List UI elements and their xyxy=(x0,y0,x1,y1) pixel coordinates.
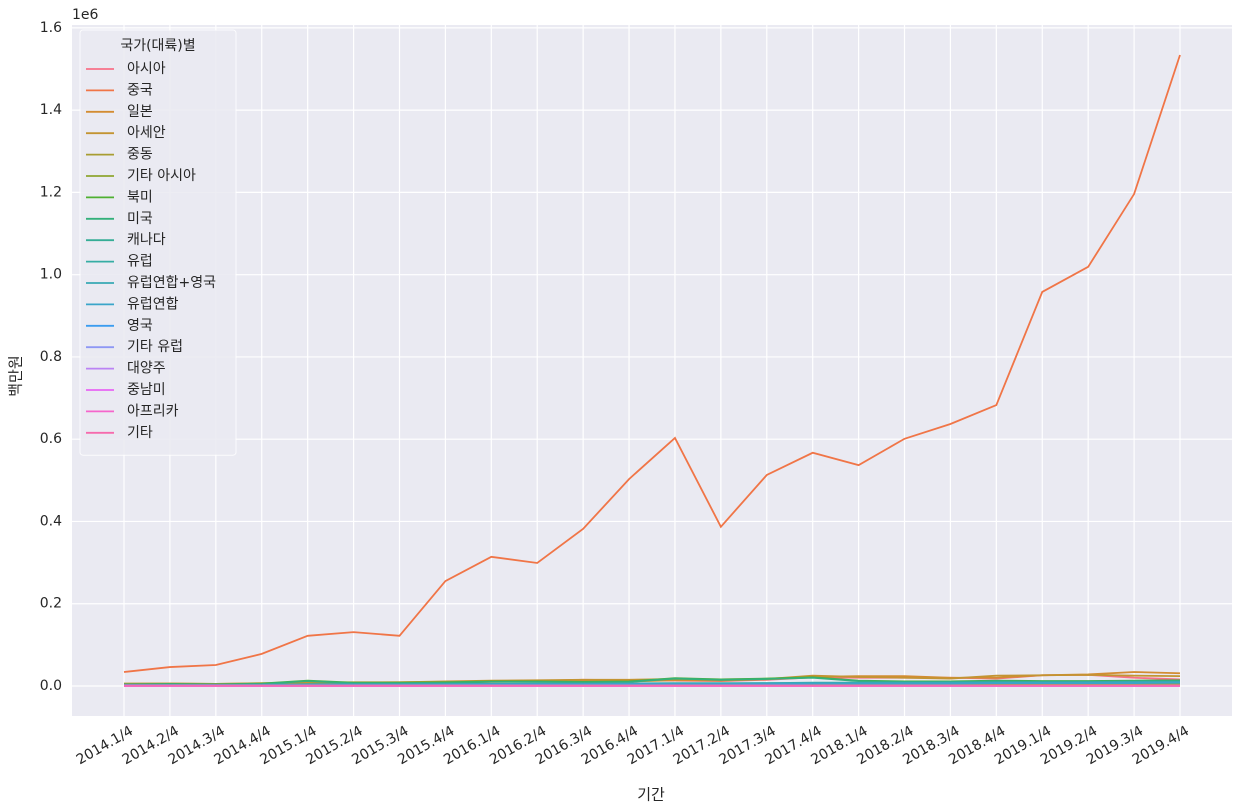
y-axis-label: 백만원 xyxy=(7,355,25,396)
legend-label: 유럽연합+영국 xyxy=(127,275,216,291)
legend-label: 미국 xyxy=(127,211,153,227)
legend-label: 아세안 xyxy=(127,125,166,141)
legend-label: 기타 유럽 xyxy=(127,339,183,355)
y-tick-label: 0.8 xyxy=(40,349,62,365)
legend-label: 유럽 xyxy=(127,254,153,270)
y-tick-label: 0.6 xyxy=(40,431,62,447)
legend-label: 영국 xyxy=(127,318,153,334)
x-axis-label: 기간 xyxy=(637,786,665,804)
plot-area xyxy=(72,25,1232,716)
legend-label: 중동 xyxy=(127,147,153,163)
y-tick-label: 0.4 xyxy=(40,513,62,529)
legend-box xyxy=(79,29,237,456)
legend-label: 북미 xyxy=(127,189,153,205)
series-line xyxy=(123,676,1181,686)
legend-label: 기타 아시아 xyxy=(127,168,196,184)
y-tick-label: 0.0 xyxy=(40,678,62,694)
legend-label: 일본 xyxy=(127,104,153,120)
legend-label: 중국 xyxy=(127,82,153,98)
y-tick-label: 1.4 xyxy=(40,102,62,118)
legend-label: 기타 xyxy=(127,425,153,441)
legend-title: 국가(대륙)별 xyxy=(120,38,195,54)
y-tick-label: 0.2 xyxy=(40,596,62,612)
legend-label: 대양주 xyxy=(127,361,166,377)
legend-label: 아프리카 xyxy=(127,403,179,419)
offset-text: 1e6 xyxy=(72,7,99,23)
legend-label: 중남미 xyxy=(127,382,166,398)
y-tick-label: 1.0 xyxy=(40,267,62,283)
y-tick-label: 1.6 xyxy=(40,20,62,36)
series-line xyxy=(123,54,1181,673)
y-tick-label: 1.2 xyxy=(40,184,62,200)
legend-label: 유럽연합 xyxy=(127,296,179,312)
legend-label: 아시아 xyxy=(127,61,166,77)
legend-label: 캐나다 xyxy=(127,232,166,248)
